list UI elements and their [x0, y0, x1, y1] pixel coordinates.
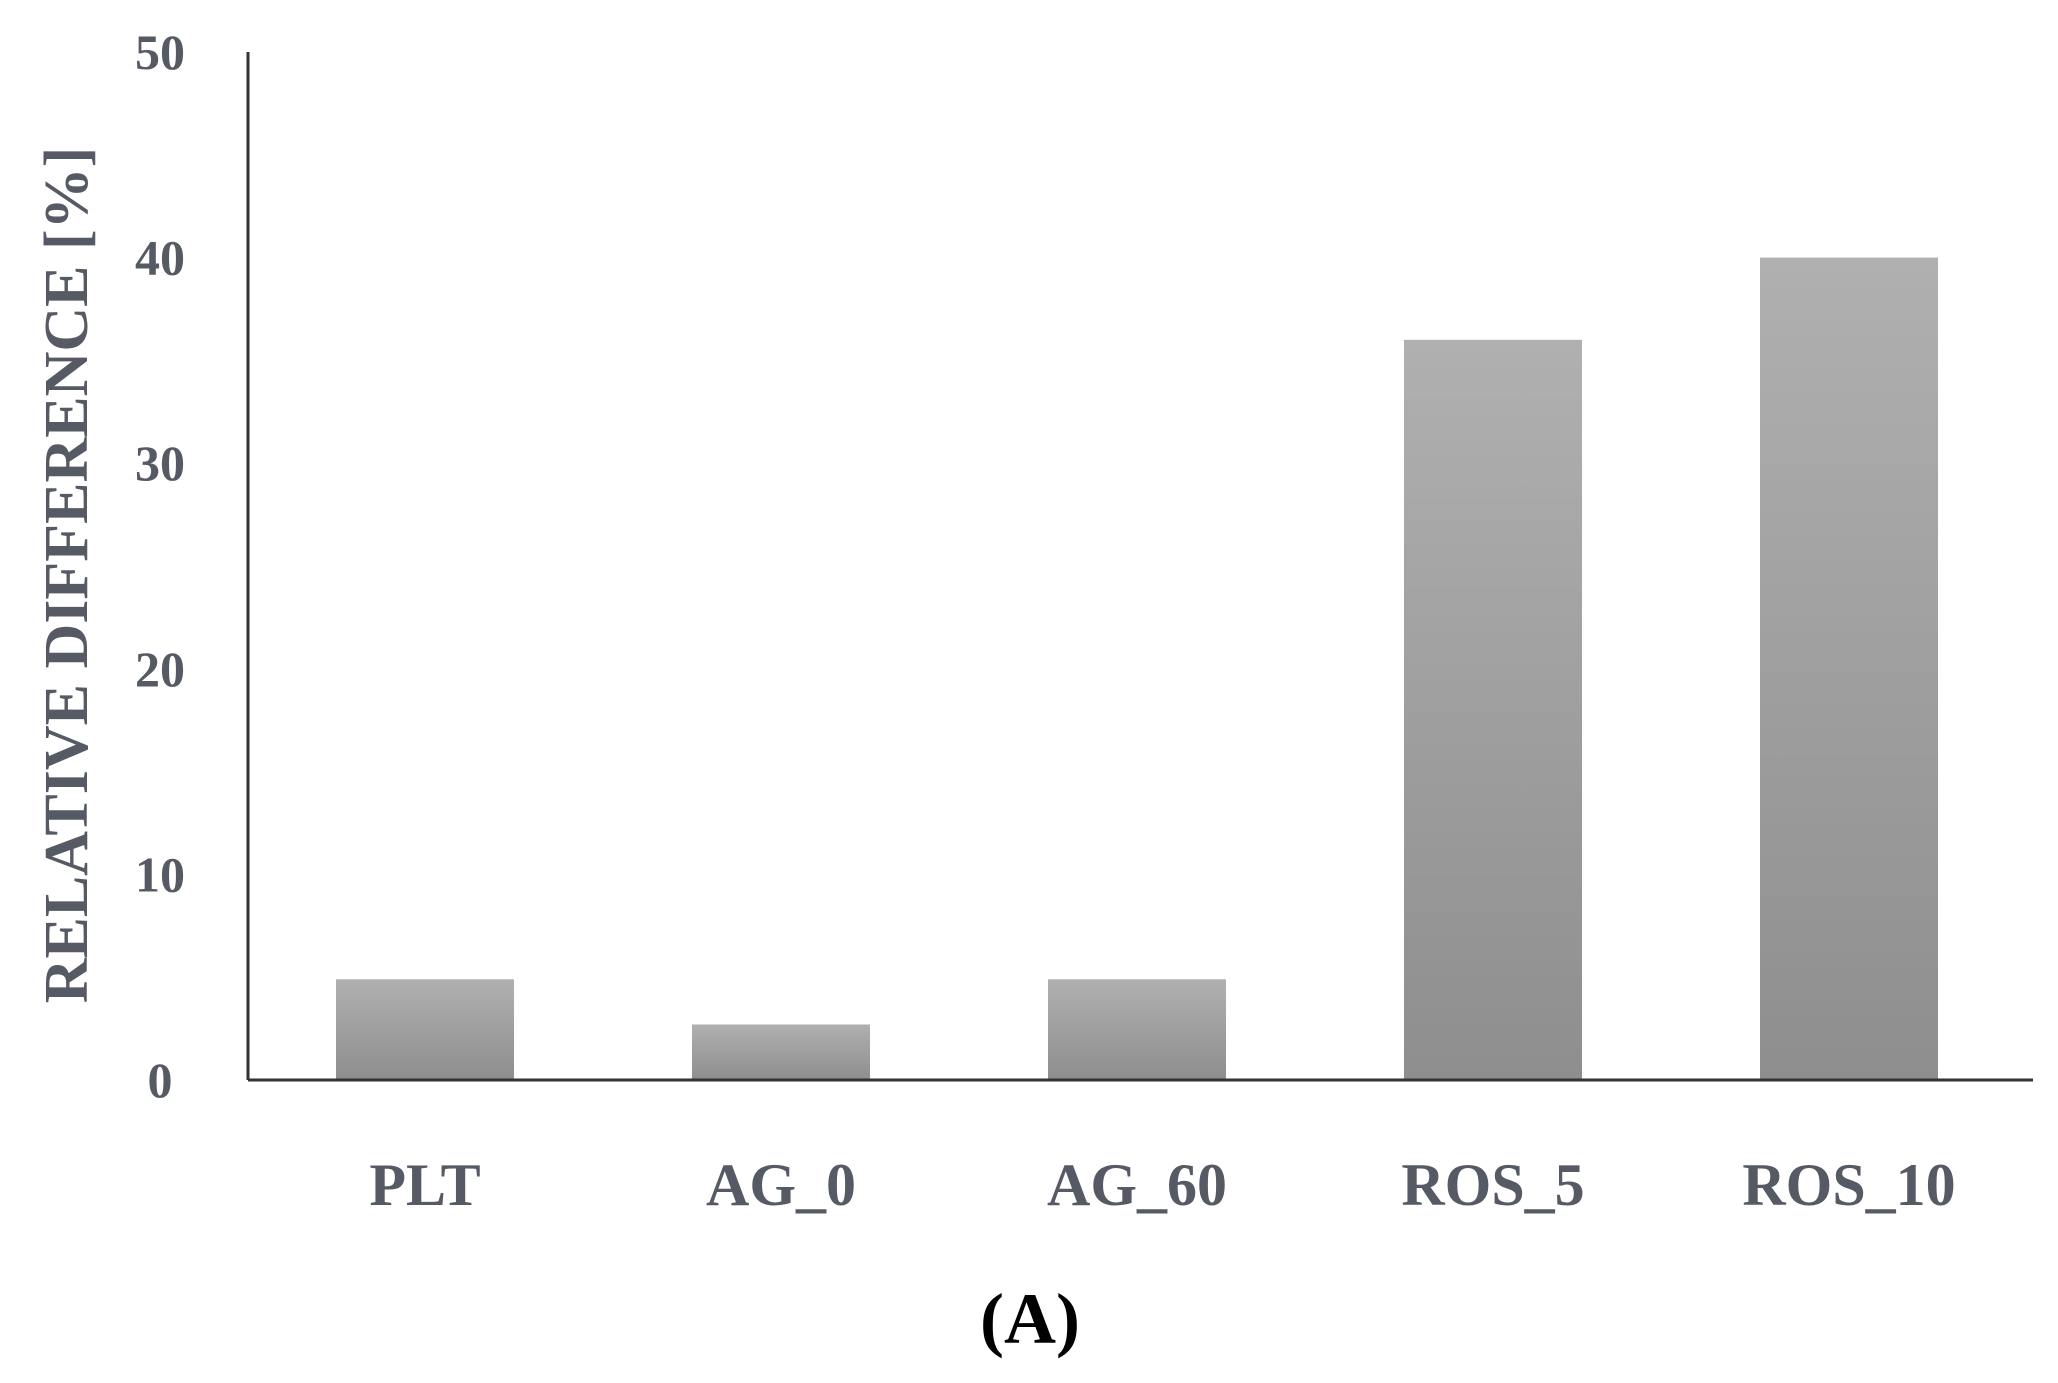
y-tick-label-30: 30	[135, 435, 185, 491]
x-category-labels: PLT AG_0 AG_60 ROS_5 ROS_10	[369, 1152, 1955, 1218]
x-tick-label-ros-5: ROS_5	[1401, 1152, 1584, 1218]
y-tick-label-40: 40	[135, 230, 185, 286]
y-tick-labels: 0 10 20 30 40 50	[135, 24, 185, 1108]
y-tick-label-10: 10	[135, 846, 185, 902]
y-tick-label-50: 50	[135, 24, 185, 80]
x-tick-label-ag-0: AG_0	[706, 1152, 856, 1218]
x-tick-label-plt: PLT	[369, 1152, 480, 1218]
panel-label: (A)	[980, 1279, 1080, 1359]
y-tick-label-0: 0	[148, 1052, 173, 1108]
x-tick-label-ros-10: ROS_10	[1742, 1152, 1955, 1218]
bar-ag-60	[1048, 979, 1226, 1080]
bar-ros-5	[1404, 339, 1582, 1081]
bar-plt	[336, 979, 514, 1080]
bar-ros-10	[1760, 257, 1938, 1081]
bars-group	[336, 257, 1938, 1081]
y-axis-title: RELATIVE DIFFERENCE [%]	[33, 147, 101, 1004]
bar-ag-0	[692, 1024, 870, 1080]
x-tick-label-ag-60: AG_60	[1047, 1152, 1227, 1218]
y-tick-label-20: 20	[135, 641, 185, 697]
